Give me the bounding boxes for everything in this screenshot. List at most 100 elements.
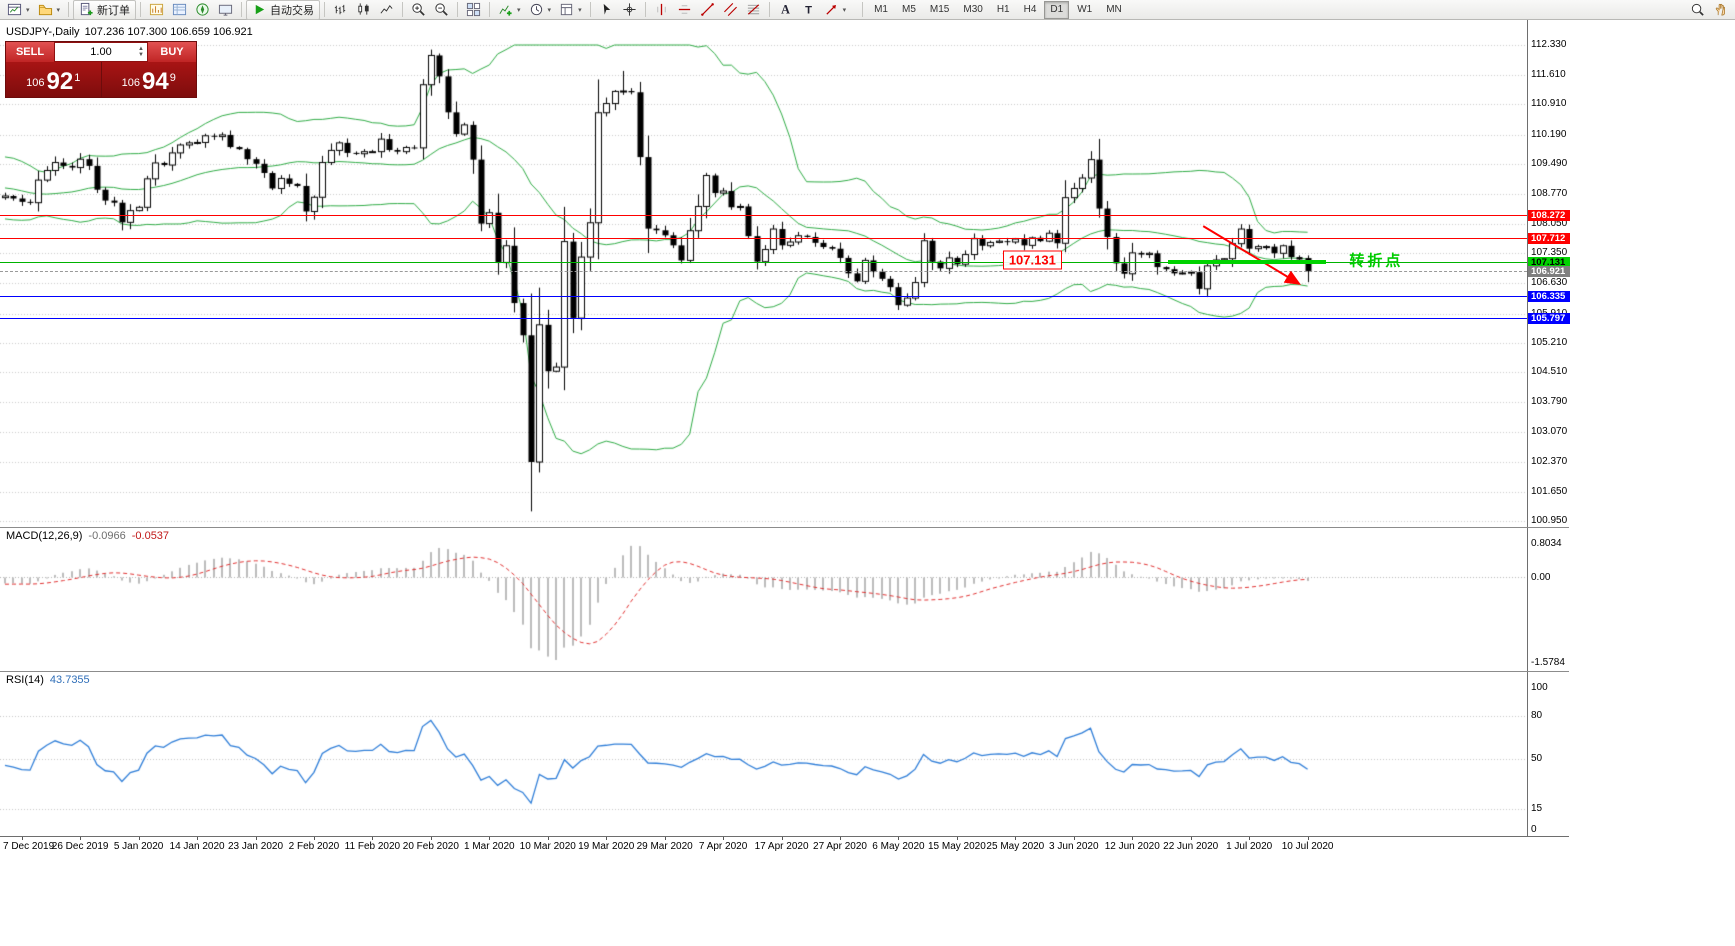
profiles-button[interactable]: ▾ (34, 0, 65, 20)
rsi-axis-label: 0 (1531, 824, 1537, 835)
chart-ohlc-readout: 107.236 107.300 106.659 106.921 (84, 26, 253, 38)
candlestick-chart-button[interactable] (352, 0, 375, 20)
chevron-down-icon[interactable]: ▾ (517, 6, 521, 14)
volume-spinner[interactable]: ▲ ▼ (136, 43, 146, 61)
time-axis-label: 15 May 2020 (927, 841, 986, 852)
sell-price[interactable]: 106 92 1 (6, 62, 101, 97)
time-axis-tick (256, 837, 257, 840)
rsi-chart-canvas[interactable] (0, 672, 1527, 836)
buy-button[interactable]: BUY (148, 42, 196, 62)
timeframe-mn-button[interactable]: MN (1106, 4, 1122, 15)
price-axis-label: 104.510 (1531, 366, 1568, 378)
chevron-down-icon[interactable]: ▾ (547, 6, 552, 14)
toolbar: ▾ ▾ 新订单 自动交易 ▾ ▾ ▾ A T ▾ M1 M5 M15 M30 H1 H4 D1 W1 MN (0, 0, 1735, 20)
sell-button[interactable]: SELL (6, 42, 54, 62)
rsi-pane[interactable]: RSI(14) 43.7355 (0, 672, 1527, 836)
timeframe-m30-button[interactable]: M30 (963, 4, 983, 15)
market-watch-button[interactable] (145, 0, 168, 20)
price-axis[interactable]: 0.8034 0.00 -1.5784 112.330 111.610 110.91… (1527, 20, 1570, 836)
horizontal-line-107.131[interactable] (0, 262, 1527, 263)
timeframe-m5-button[interactable]: M5 (902, 4, 916, 15)
label-tool-button[interactable]: T (797, 0, 820, 20)
zoom-in-button[interactable] (407, 0, 430, 20)
chevron-down-icon[interactable]: ▾ (578, 6, 582, 14)
volume-up-icon[interactable]: ▲ (138, 46, 144, 52)
periods-button[interactable]: ▾ (525, 0, 556, 20)
svg-text:T: T (805, 4, 812, 16)
rsi-name: RSI(14) (6, 674, 44, 686)
macd-signal-value: -0.0537 (131, 530, 170, 542)
horizontal-line-106.335[interactable] (0, 296, 1527, 297)
timeframe-m1-button[interactable]: M1 (874, 4, 888, 15)
horizontal-ray-thick[interactable] (1168, 260, 1326, 265)
time-axis-label: 14 Jan 2020 (169, 841, 225, 852)
arrows-tool-button[interactable]: ▾ (820, 0, 851, 20)
macd-pane[interactable]: MACD(12,26,9) -0.0966 -0.0537 (0, 528, 1527, 671)
cursor-tool-button[interactable] (595, 0, 618, 20)
buy-price[interactable]: 106 94 9 (102, 62, 197, 97)
autotrade-button[interactable]: 自动交易 (246, 0, 321, 20)
horizontal-line-tool-button[interactable] (673, 0, 696, 20)
navigator-button[interactable] (191, 0, 214, 20)
time-axis-tick (372, 837, 373, 840)
time-axis-tick (548, 837, 549, 840)
fibonacci-tool-button[interactable] (742, 0, 765, 20)
panel-separator[interactable] (0, 527, 1569, 528)
price-tag-108.272: 108.272 (1528, 209, 1570, 221)
pan-button[interactable] (1709, 0, 1732, 20)
chart-line-icon (380, 4, 393, 14)
trendline-drawing[interactable] (0, 20, 1527, 527)
panel-separator[interactable] (0, 671, 1569, 672)
toolbar-separator (644, 2, 646, 17)
macd-chart-canvas[interactable] (0, 528, 1527, 671)
indicators-button[interactable]: ▾ (494, 0, 525, 20)
volume-input[interactable]: 1.00 ▲ ▼ (55, 43, 147, 61)
time-axis-label: 2 Feb 2020 (288, 841, 340, 852)
search-button[interactable] (1686, 0, 1709, 20)
time-axis-tick (139, 837, 140, 840)
text-tool-button[interactable]: A (774, 0, 797, 20)
horizontal-line-108.272[interactable] (0, 215, 1527, 216)
timeframe-w1-button[interactable]: W1 (1077, 4, 1093, 15)
bar-chart-button[interactable] (329, 0, 352, 20)
toolbar-separator (241, 2, 243, 17)
templates-button[interactable]: ▾ (555, 0, 586, 20)
price-chart-canvas[interactable] (0, 20, 1527, 527)
horizontal-line-107.712[interactable] (0, 238, 1527, 239)
timeframe-m15-button[interactable]: M15 (929, 4, 950, 15)
chevron-down-icon[interactable]: ▾ (56, 6, 61, 14)
time-axis-tick (840, 837, 841, 840)
horizontal-line-105.797[interactable] (0, 318, 1527, 319)
price-callout-label[interactable]: 107.131 (1002, 250, 1062, 270)
zoom-out-button[interactable] (430, 0, 453, 20)
trendline-tool-button[interactable] (696, 0, 719, 20)
timeframe-d1-button[interactable]: D1 (1044, 0, 1070, 19)
data-window-button[interactable] (168, 0, 191, 20)
chevron-down-icon[interactable]: ▾ (26, 6, 30, 14)
line-chart-button[interactable] (375, 0, 398, 20)
price-pane[interactable]: USDJPY-,Daily 107.236 107.300 106.659 106… (0, 20, 1527, 527)
time-axis-label: 25 May 2020 (986, 841, 1045, 852)
new-order-button[interactable]: 新订单 (73, 0, 137, 20)
volume-down-icon[interactable]: ▼ (138, 52, 144, 58)
terminal-button[interactable] (214, 0, 237, 20)
time-axis-label: 3 Jun 2020 (1049, 841, 1099, 852)
rsi-label: RSI(14) 43.7355 (6, 674, 90, 686)
arrows-icon (825, 5, 836, 15)
channel-tool-button[interactable] (719, 0, 742, 20)
autotrade-button-label: 自动交易 (270, 4, 315, 17)
chevron-down-icon[interactable]: ▾ (842, 6, 847, 14)
turning-point-label[interactable]: 转折点 (1349, 252, 1404, 270)
timeframe-h1-button[interactable]: H1 (996, 4, 1010, 15)
new-chart-button[interactable]: ▾ (3, 0, 34, 20)
vertical-line-tool-button[interactable] (650, 0, 673, 20)
crosshair-tool-button[interactable] (618, 0, 641, 20)
time-axis-label: 6 May 2020 (872, 841, 925, 852)
time-axis[interactable]: 7 Dec 2019 26 Dec 2019 5 Jan 2020 14 Jan 20… (0, 836, 1569, 856)
toolbar-separator (589, 2, 591, 17)
price-axis-label: 100.950 (1531, 515, 1568, 526)
tile-windows-button[interactable] (462, 0, 485, 20)
one-click-trading-panel: SELL 1.00 ▲ ▼ BUY 106 92 1 106 (5, 41, 197, 98)
time-axis-tick (80, 837, 81, 840)
timeframe-h4-button[interactable]: H4 (1023, 4, 1037, 15)
